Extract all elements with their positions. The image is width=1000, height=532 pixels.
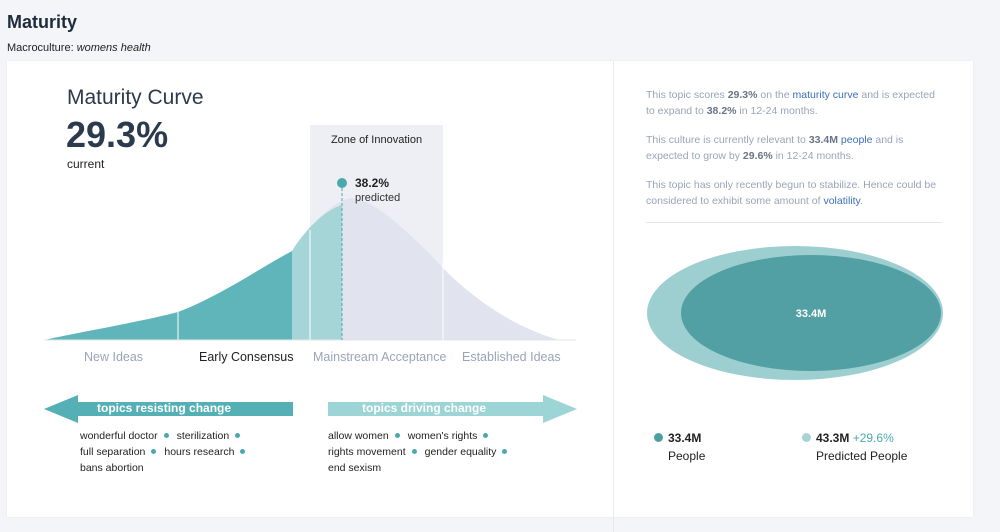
maturity-curve-title: Maturity Curve: [67, 86, 204, 109]
people-legend-dot: [654, 433, 663, 442]
current-value: 29.3%: [66, 114, 169, 155]
summary-volatility: This topic has only recently begun to st…: [646, 177, 946, 209]
summary-text: in 12-24 months.: [736, 105, 818, 117]
summary-divider: [646, 222, 942, 223]
topic-dot: [240, 449, 246, 455]
resisting-arrow-label: topics resisting change: [97, 401, 232, 415]
summary-text: This culture is currently relevant to: [646, 134, 809, 146]
predicted-label: predicted: [355, 192, 401, 204]
topic-dot: [411, 449, 417, 455]
curve-area-zone: [292, 205, 342, 340]
curve-area-current: [44, 251, 292, 340]
topic-dot: [151, 449, 157, 455]
topic-item[interactable]: allow women: [328, 430, 389, 442]
predicted-value: 38.2%: [355, 176, 390, 190]
maturity-curve-chart: [44, 125, 577, 423]
summary-score: This topic scores 29.3% on the maturity …: [646, 87, 946, 119]
summary-text: and is expected to expand to: [646, 89, 935, 117]
topic-item[interactable]: end sexism: [328, 462, 382, 474]
macroculture-value: womens health: [76, 42, 151, 54]
summary-people: This culture is currently relevant to 33…: [646, 132, 946, 164]
stage-early-consensus: Early Consensus: [199, 350, 294, 364]
stage-established-ideas: Established Ideas: [462, 350, 561, 364]
driving-topics-list: allow women women's rights rights movemen…: [328, 428, 515, 476]
people-ellipse: [681, 255, 941, 371]
summary-people-count: 33.4M: [808, 134, 838, 146]
topic-item[interactable]: hours research: [164, 446, 235, 458]
topic-item[interactable]: wonderful doctor: [80, 430, 158, 442]
summary-growth: 29.6%: [742, 150, 773, 162]
summary-text: This topic has only recently begun to st…: [646, 179, 937, 207]
zone-of-innovation-label: Zone of Innovation: [330, 134, 423, 146]
topic-item[interactable]: rights movement: [328, 446, 406, 458]
summary-text: This topic scores: [646, 89, 728, 101]
page-title: Maturity: [7, 12, 78, 32]
topic-dot: [483, 433, 489, 439]
people-legend-value: 33.4M: [668, 431, 702, 445]
resisting-arrow-shape: [44, 395, 293, 423]
driving-arrow-label: topics driving change: [362, 401, 487, 415]
topic-dot: [394, 433, 400, 439]
predicted-legend-dot: [802, 433, 811, 442]
macroculture-line: Macroculture: womens health: [7, 42, 151, 54]
predicted-marker-dot: [337, 178, 347, 188]
topic-item[interactable]: bans abortion: [80, 462, 144, 474]
predicted-people-count: 43.3M: [816, 431, 850, 445]
summary-current-score: 29.3%: [727, 89, 758, 101]
venn-inner-value: 33.4M: [796, 308, 827, 320]
predicted-legend-value: 43.3M +29.6%: [816, 431, 894, 445]
volatility-link[interactable]: volatility: [823, 195, 861, 207]
topic-item[interactable]: gender equality: [424, 446, 497, 458]
summary-text: in 12-24 months.: [772, 150, 854, 162]
stage-new-ideas: New Ideas: [84, 350, 144, 364]
card-divider: [613, 61, 614, 532]
resisting-topics-list: wonderful doctor sterilization full separ…: [80, 428, 253, 476]
summary-text: .: [860, 195, 863, 207]
topic-dot: [235, 433, 241, 439]
current-label: current: [67, 157, 105, 171]
topic-item[interactable]: full separation: [80, 446, 146, 458]
topic-item[interactable]: women's rights: [407, 430, 478, 442]
topic-dot: [502, 449, 508, 455]
summary-predicted-score: 38.2%: [706, 105, 737, 117]
summary-text: on the: [757, 89, 793, 101]
people-link[interactable]: people: [840, 134, 873, 146]
summary-text: and is expected to grow by: [646, 134, 904, 162]
people-legend-label: People: [668, 449, 706, 463]
predicted-legend-label: Predicted People: [816, 449, 908, 463]
macroculture-label: Macroculture:: [7, 42, 74, 54]
predicted-people-change: +29.6%: [852, 431, 894, 445]
topic-item[interactable]: sterilization: [176, 430, 230, 442]
stage-mainstream-acceptance: Mainstream Acceptance: [313, 350, 447, 364]
driving-arrow-shape: [328, 395, 577, 423]
maturity-curve-link[interactable]: maturity curve: [792, 89, 859, 101]
curve-area-rest: [292, 198, 560, 340]
topic-dot: [163, 433, 169, 439]
